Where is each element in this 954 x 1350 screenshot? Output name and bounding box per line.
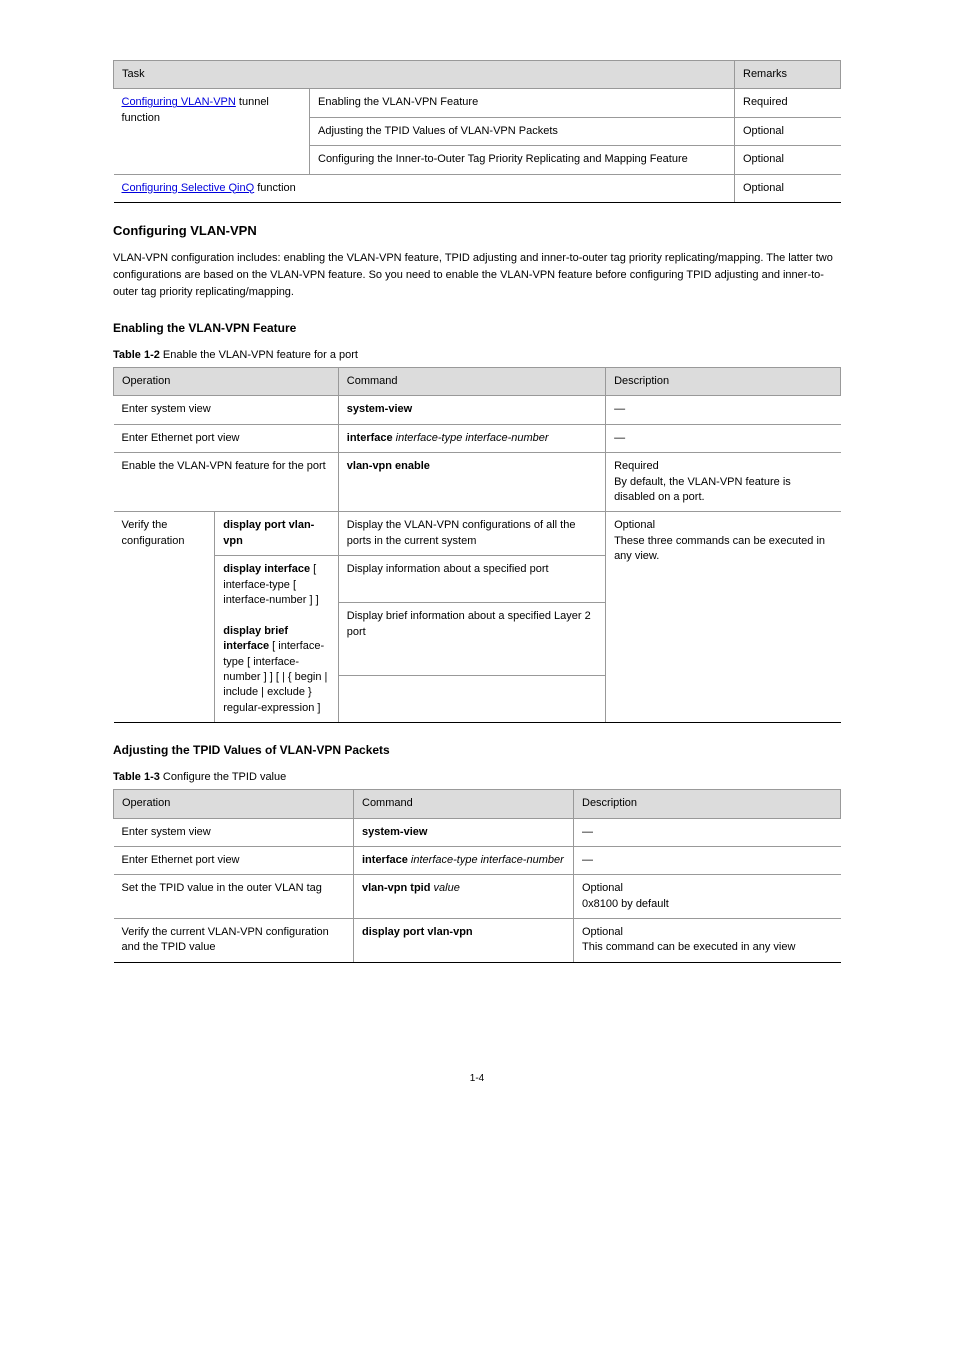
caption-text-2: Configure the TPID value xyxy=(160,771,286,783)
caption-prefix-1: Table 1-2 xyxy=(113,349,160,361)
t3-r4-op: Verify the current VLAN-VPN configuratio… xyxy=(114,919,354,963)
t2-r1-desc: — xyxy=(606,396,841,424)
subtask-1: Enabling the VLAN-VPN Feature xyxy=(310,89,735,117)
t2-r3-cmd: vlan-vpn enable xyxy=(338,453,605,512)
heading-enabling-vlan-vpn: Enabling the VLAN-VPN Feature xyxy=(113,321,841,335)
t2-v-r2-cmd1: Display information about a specified po… xyxy=(338,556,605,603)
t3-r4-cmd: display port vlan-vpn xyxy=(354,919,574,963)
caption-table-1-2: Table 1-2 Enable the VLAN-VPN feature fo… xyxy=(113,349,841,361)
th-remarks: Remarks xyxy=(735,61,841,89)
subtask-2: Adjusting the TPID Values of VLAN-VPN Pa… xyxy=(310,117,735,145)
t2-r2-cmd: interface interface-type interface-numbe… xyxy=(338,424,605,452)
remark-4: Optional xyxy=(735,174,841,202)
page-container: Task Remarks Configuring VLAN-VPN tunnel… xyxy=(0,0,954,1144)
t3-r1-desc: — xyxy=(574,818,841,846)
t2-v-r2-op: display interface [ interface-type [ int… xyxy=(215,556,339,723)
t2-r2-op: Enter Ethernet port view xyxy=(114,424,339,452)
t3-r2-cmd: interface interface-type interface-numbe… xyxy=(354,846,574,874)
link-vlan-vpn[interactable]: Configuring VLAN-VPN xyxy=(122,96,236,108)
t3-h-desc: Description xyxy=(574,790,841,818)
page-number: 1-4 xyxy=(470,1073,484,1084)
t2-r3-op: Enable the VLAN-VPN feature for the port xyxy=(114,453,339,512)
th-task: Task xyxy=(114,61,735,89)
t2-r1-op: Enter system view xyxy=(114,396,339,424)
heading-adjusting-tpid: Adjusting the TPID Values of VLAN-VPN Pa… xyxy=(113,743,841,757)
task-cell-qinq: Configuring Selective QinQ function xyxy=(114,174,735,202)
task-suffix-2: function xyxy=(257,182,296,194)
t3-h-op: Operation xyxy=(114,790,354,818)
t2-h-op: Operation xyxy=(114,368,339,396)
t3-h-cmd: Command xyxy=(354,790,574,818)
subtask-3: Configuring the Inner-to-Outer Tag Prior… xyxy=(310,146,735,174)
t3-r3-op: Set the TPID value in the outer VLAN tag xyxy=(114,875,354,919)
t2-h-cmd: Command xyxy=(338,368,605,396)
page-footer: 1-4 xyxy=(113,1073,841,1084)
heading-configuring-vlan-vpn: Configuring VLAN-VPN xyxy=(113,223,841,238)
t3-r1-cmd: system-view xyxy=(354,818,574,846)
enable-vlan-vpn-table: Operation Command Description Enter syst… xyxy=(113,367,841,723)
tpid-table: Operation Command Description Enter syst… xyxy=(113,789,841,963)
remark-2: Optional xyxy=(735,117,841,145)
t2-r2-desc: — xyxy=(606,424,841,452)
t2-v-desc: OptionalThese three commands can be exec… xyxy=(606,512,841,723)
task-table: Task Remarks Configuring VLAN-VPN tunnel… xyxy=(113,60,841,203)
caption-text-1: Enable the VLAN-VPN feature for a port xyxy=(160,349,358,361)
t2-v-r1-op: display port vlan-vpn xyxy=(215,512,339,556)
t2-v-r1-cmd: Display the VLAN-VPN configurations of a… xyxy=(338,512,605,556)
remark-1: Required xyxy=(735,89,841,117)
caption-prefix-2: Table 1-3 xyxy=(113,771,160,783)
caption-table-1-3: Table 1-3 Configure the TPID value xyxy=(113,771,841,783)
link-selective-qinq[interactable]: Configuring Selective QinQ xyxy=(122,182,255,194)
remark-3: Optional xyxy=(735,146,841,174)
t3-r3-cmd: vlan-vpn tpid value xyxy=(354,875,574,919)
task-cell-vpn: Configuring VLAN-VPN tunnel function xyxy=(114,89,310,174)
t3-r3-desc: Optional 0x8100 by default xyxy=(574,875,841,919)
t3-r4-desc: Optional This command can be executed in… xyxy=(574,919,841,963)
t3-r1-op: Enter system view xyxy=(114,818,354,846)
t2-v-r2-cmd3 xyxy=(338,675,605,722)
t2-verify-label: Verify the configuration xyxy=(114,512,215,723)
t2-h-desc: Description xyxy=(606,368,841,396)
t3-r2-op: Enter Ethernet port view xyxy=(114,846,354,874)
t2-r3-desc: Required By default, the VLAN-VPN featur… xyxy=(606,453,841,512)
t2-r1-cmd: system-view xyxy=(338,396,605,424)
t2-v-r2-cmd2: Display brief information about a specif… xyxy=(338,603,605,676)
intro-paragraph: VLAN-VPN configuration includes: enablin… xyxy=(113,250,841,301)
t3-r2-desc: — xyxy=(574,846,841,874)
